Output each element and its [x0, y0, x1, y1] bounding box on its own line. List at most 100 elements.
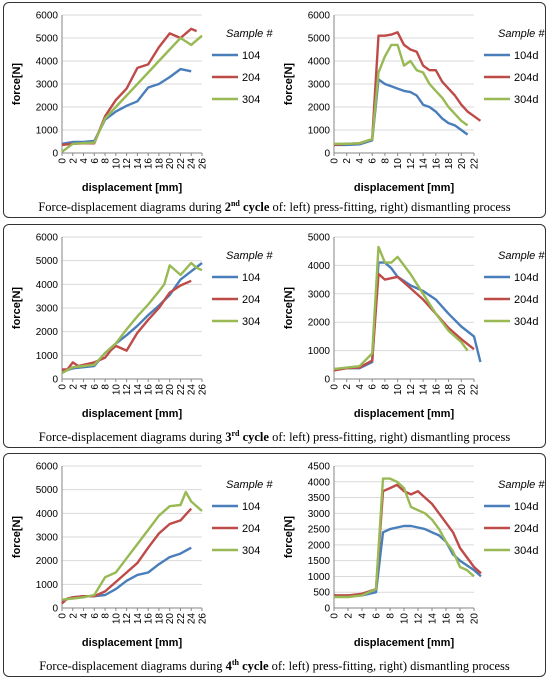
x-axis-title: displacement [mm]	[354, 637, 455, 649]
x-tick-label: 8	[380, 384, 391, 390]
y-tick-label: 3000	[36, 80, 59, 91]
x-axis-title: displacement [mm]	[82, 408, 183, 420]
x-tick-label: 6	[90, 613, 101, 619]
y-tick-label: 3000	[308, 509, 331, 520]
x-axis-title: displacement [mm]	[354, 182, 455, 194]
legend-label-104d: 104d	[514, 272, 538, 284]
x-tick-label: 6	[90, 158, 101, 164]
x-tick-label: 22	[176, 158, 187, 170]
x-tick-label: 2	[342, 158, 353, 164]
y-tick-label: 2000	[36, 556, 59, 567]
y-tick-label: 0	[324, 149, 330, 160]
x-tick-label: 14	[133, 613, 144, 625]
legend-label-204: 204	[242, 72, 260, 84]
legend-title: Sample #	[226, 479, 273, 491]
legend-label-204: 204	[242, 523, 260, 535]
series-line-304	[61, 34, 203, 153]
series-line-304	[61, 261, 203, 375]
x-tick-label: 24	[187, 613, 198, 625]
legend-title: Sample #	[226, 250, 273, 262]
y-axis-title: force[N]	[283, 516, 295, 559]
x-tick-label: 12	[406, 384, 417, 396]
y-tick-label: 5000	[308, 34, 331, 45]
y-axis-title: force[N]	[283, 63, 295, 106]
y-tick-label: 2000	[308, 318, 331, 329]
y-axis-title: force[N]	[11, 287, 23, 330]
legend-label-104d: 104d	[514, 501, 538, 513]
x-tick-label: 2	[68, 613, 79, 619]
x-tick-label: 4	[79, 613, 90, 619]
x-tick-label: 24	[187, 384, 198, 396]
x-tick-label: 18	[154, 384, 165, 396]
x-tick-label: 14	[428, 613, 439, 625]
x-tick-label: 2	[68, 384, 79, 390]
legend-label-304: 304	[242, 316, 260, 328]
caption-cycle-2: Force-displacement diagrams during 2nd c…	[38, 199, 511, 215]
legend-label-104d: 104d	[514, 50, 538, 62]
legend-label-304: 304	[242, 94, 260, 106]
y-tick-label: 0	[52, 149, 58, 160]
x-tick-label: 22	[470, 384, 481, 396]
y-tick-label: 6000	[36, 11, 59, 22]
x-tick-label: 20	[470, 613, 481, 625]
x-tick-label: 0	[330, 384, 341, 390]
y-tick-label: 3000	[308, 80, 331, 91]
x-tick-label: 14	[419, 158, 430, 170]
legend-label-304d: 304d	[514, 316, 538, 328]
legend-label-304: 304	[242, 545, 260, 557]
y-axis-title: force[N]	[283, 287, 295, 330]
x-tick-label: 26	[198, 613, 209, 625]
y-tick-label: 2000	[308, 103, 331, 114]
x-tick-label: 12	[122, 158, 133, 170]
y-tick-label: 6000	[36, 233, 59, 244]
y-tick-label: 4000	[36, 509, 59, 520]
x-axis-title: displacement [mm]	[82, 637, 183, 649]
x-tick-label: 0	[58, 613, 69, 619]
legend-label-204d: 204d	[514, 72, 538, 84]
y-tick-label: 1000	[308, 572, 331, 583]
x-tick-label: 4	[358, 613, 369, 619]
x-tick-label: 16	[144, 158, 155, 170]
x-tick-label: 10	[111, 384, 122, 396]
y-tick-label: 3000	[308, 289, 331, 300]
legend-title: Sample #	[498, 28, 545, 40]
y-tick-label: 2000	[36, 327, 59, 338]
x-tick-label: 26	[198, 384, 209, 396]
y-tick-label: 1500	[308, 556, 331, 567]
y-tick-label: 1000	[36, 580, 59, 591]
legend-title: Sample #	[498, 479, 545, 491]
series-line-104	[61, 67, 192, 145]
y-tick-label: 5000	[36, 34, 59, 45]
series-line-204d	[334, 483, 482, 597]
x-tick-label: 10	[393, 384, 404, 396]
x-tick-label: 16	[431, 384, 442, 396]
y-tick-label: 5000	[308, 233, 331, 244]
x-tick-label: 10	[393, 158, 404, 170]
x-tick-label: 18	[444, 158, 455, 170]
x-tick-label: 4	[355, 158, 366, 164]
y-tick-label: 1000	[36, 351, 59, 362]
x-tick-label: 16	[431, 158, 442, 170]
x-tick-label: 2	[342, 384, 353, 390]
legend-label-304d: 304d	[514, 545, 538, 557]
x-tick-label: 18	[154, 158, 165, 170]
y-tick-label: 0	[324, 375, 330, 386]
panel-cycle-4: 0 1000 2000 3000 4000 5000 6000 0 2 4 6 8 10 12 14 16 18…	[3, 453, 546, 677]
y-tick-label: 2000	[36, 103, 59, 114]
y-tick-label: 3500	[308, 493, 331, 504]
legend-label-104: 104	[242, 50, 260, 62]
legend-title: Sample #	[226, 28, 273, 40]
y-tick-label: 1000	[36, 126, 59, 137]
y-axis-title: force[N]	[11, 516, 23, 559]
x-tick-label: 0	[58, 158, 69, 164]
x-tick-label: 18	[154, 613, 165, 625]
y-tick-label: 4000	[308, 261, 331, 272]
y-tick-label: 3000	[36, 304, 59, 315]
legend-label-304d: 304d	[514, 94, 538, 106]
x-tick-label: 26	[198, 158, 209, 170]
caption-cycle-4: Force-displacement diagrams during 4th c…	[39, 658, 510, 674]
x-tick-label: 16	[144, 613, 155, 625]
legend-title: Sample #	[498, 250, 545, 262]
